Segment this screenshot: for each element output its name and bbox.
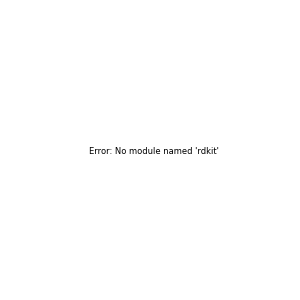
Text: Error: No module named 'rdkit': Error: No module named 'rdkit' — [89, 147, 219, 156]
